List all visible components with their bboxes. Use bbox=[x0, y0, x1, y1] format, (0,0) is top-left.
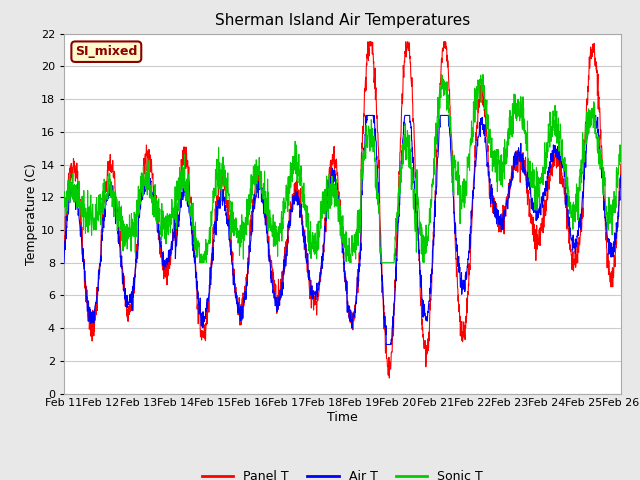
Text: SI_mixed: SI_mixed bbox=[75, 45, 138, 58]
Panel T bbox=[602, 216, 609, 222]
Title: Sherman Island Air Temperatures: Sherman Island Air Temperatures bbox=[215, 13, 470, 28]
X-axis label: Time: Time bbox=[327, 411, 358, 424]
Panel T bbox=[364, 39, 372, 45]
Panel T bbox=[316, 272, 324, 278]
Panel T bbox=[385, 375, 393, 381]
Air T bbox=[88, 318, 96, 324]
Sonic T bbox=[60, 204, 68, 210]
Line: Air T: Air T bbox=[64, 115, 621, 345]
Sonic T bbox=[601, 175, 609, 180]
Sonic T bbox=[196, 260, 204, 265]
Air T bbox=[617, 180, 625, 185]
Air T bbox=[362, 112, 370, 118]
Sonic T bbox=[602, 193, 609, 199]
Air T bbox=[383, 342, 390, 348]
Line: Panel T: Panel T bbox=[64, 42, 621, 378]
Panel T bbox=[88, 320, 96, 326]
Panel T bbox=[499, 203, 507, 208]
Line: Sonic T: Sonic T bbox=[64, 74, 621, 263]
Air T bbox=[331, 168, 339, 173]
Sonic T bbox=[316, 220, 324, 226]
Sonic T bbox=[438, 72, 445, 77]
Air T bbox=[316, 272, 324, 277]
Panel T bbox=[331, 157, 339, 163]
Air T bbox=[60, 260, 68, 266]
Panel T bbox=[601, 211, 609, 216]
Air T bbox=[602, 214, 609, 220]
Y-axis label: Temperature (C): Temperature (C) bbox=[25, 163, 38, 264]
Sonic T bbox=[331, 203, 339, 209]
Sonic T bbox=[88, 206, 96, 212]
Air T bbox=[499, 216, 507, 222]
Legend: Panel T, Air T, Sonic T: Panel T, Air T, Sonic T bbox=[196, 465, 488, 480]
Panel T bbox=[617, 162, 625, 168]
Sonic T bbox=[499, 159, 507, 165]
Air T bbox=[601, 215, 609, 221]
Panel T bbox=[60, 251, 68, 256]
Sonic T bbox=[617, 149, 625, 155]
